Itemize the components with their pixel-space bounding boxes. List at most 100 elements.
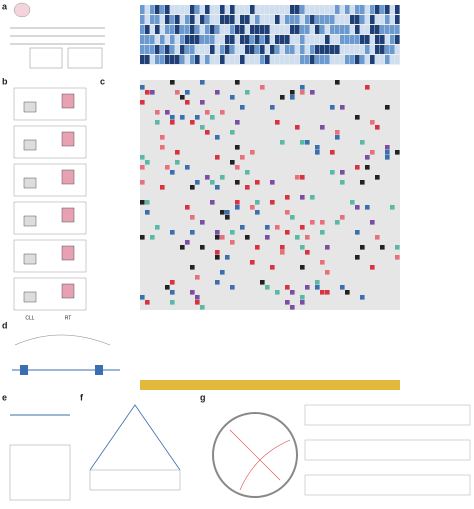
cell — [165, 25, 170, 34]
cell — [170, 290, 175, 295]
cell — [360, 15, 365, 24]
cell — [140, 235, 145, 240]
cell — [340, 5, 345, 14]
cell — [150, 25, 155, 34]
cell — [315, 35, 320, 44]
cell — [300, 55, 305, 64]
cell — [285, 45, 290, 54]
cell — [380, 5, 385, 14]
cell — [255, 245, 260, 250]
cell — [140, 180, 145, 185]
cell — [200, 15, 205, 24]
cell — [305, 45, 310, 54]
cell — [385, 145, 390, 150]
cell — [145, 5, 150, 14]
cell — [295, 5, 300, 14]
cell — [230, 35, 235, 44]
cell — [355, 165, 360, 170]
cell — [265, 35, 270, 44]
cell — [345, 45, 350, 54]
cell — [365, 165, 370, 170]
cell — [375, 175, 380, 180]
cell — [205, 45, 210, 54]
cell — [330, 5, 335, 14]
cell — [190, 185, 195, 190]
cell — [170, 25, 175, 34]
cell — [330, 170, 335, 175]
cell — [355, 5, 360, 14]
cell — [215, 25, 220, 34]
cell — [175, 5, 180, 14]
cell — [210, 115, 215, 120]
cell — [270, 45, 275, 54]
cell — [165, 15, 170, 24]
cell — [335, 45, 340, 54]
cell — [335, 55, 340, 64]
cell — [160, 35, 165, 44]
cell — [335, 220, 340, 225]
cell — [150, 235, 155, 240]
cell — [375, 125, 380, 130]
cell — [315, 15, 320, 24]
cell — [155, 45, 160, 54]
cell — [250, 55, 255, 64]
cell — [390, 55, 395, 64]
cell — [185, 5, 190, 14]
cell — [275, 290, 280, 295]
cell — [340, 285, 345, 290]
cell — [320, 125, 325, 130]
box — [23, 253, 37, 265]
cell — [325, 245, 330, 250]
cell — [140, 45, 145, 54]
cell — [170, 15, 175, 24]
cell — [380, 45, 385, 54]
cell — [170, 280, 175, 285]
cell — [225, 45, 230, 54]
cell — [240, 155, 245, 160]
cell — [165, 35, 170, 44]
cell — [200, 55, 205, 64]
cell — [205, 55, 210, 64]
panel-letter: a — [2, 1, 8, 11]
cell — [370, 265, 375, 270]
cell — [180, 55, 185, 64]
cell — [260, 15, 265, 24]
cell — [290, 305, 295, 310]
cell — [140, 100, 145, 105]
cell — [285, 285, 290, 290]
cell — [330, 150, 335, 155]
cell — [375, 35, 380, 44]
cell — [365, 205, 370, 210]
cell — [155, 15, 160, 24]
schematic — [10, 2, 105, 69]
cell — [240, 105, 245, 110]
panel-letter: c — [100, 76, 105, 86]
cell — [280, 15, 285, 24]
cell — [165, 165, 170, 170]
cell — [180, 15, 185, 24]
cell — [230, 240, 235, 245]
cell — [340, 180, 345, 185]
cell — [395, 45, 400, 54]
cell — [330, 35, 335, 44]
cell — [325, 15, 330, 24]
cell — [385, 15, 390, 24]
cell — [370, 45, 375, 54]
cell — [170, 45, 175, 54]
cell — [170, 230, 175, 235]
cell — [230, 285, 235, 290]
cell — [240, 225, 245, 230]
cell — [380, 245, 385, 250]
cell — [295, 125, 300, 130]
cell — [155, 110, 160, 115]
cell — [325, 35, 330, 44]
cell — [145, 15, 150, 24]
cell — [370, 25, 375, 34]
cell — [260, 85, 265, 90]
cell — [320, 35, 325, 44]
cell — [325, 290, 330, 295]
cell — [260, 35, 265, 44]
cell — [150, 35, 155, 44]
cell — [230, 55, 235, 64]
cell — [235, 200, 240, 205]
